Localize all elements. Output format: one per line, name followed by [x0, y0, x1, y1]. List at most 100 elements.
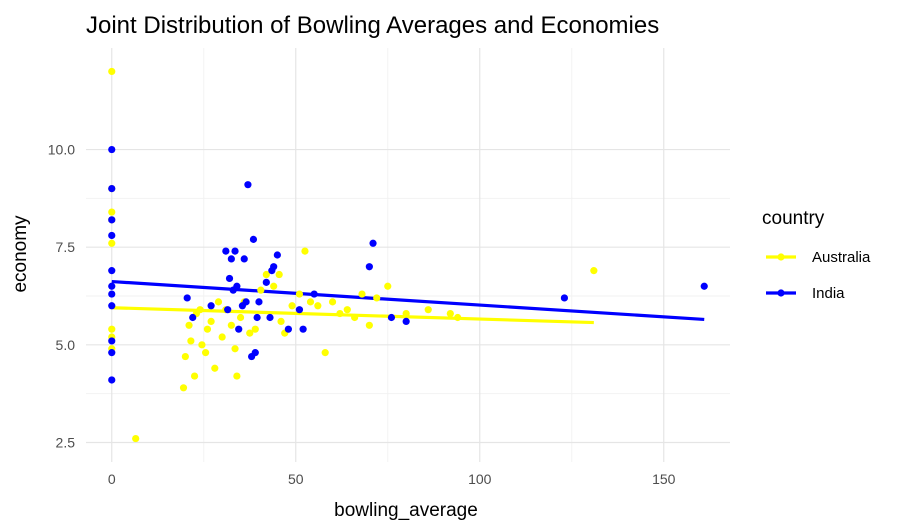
- point-india: [183, 294, 191, 302]
- point-india: [108, 267, 116, 275]
- gridlines: [86, 48, 730, 462]
- point-australia: [365, 321, 373, 329]
- point-australia: [343, 306, 351, 314]
- point-australia: [108, 208, 116, 216]
- point-india: [240, 255, 248, 263]
- point-india: [189, 313, 197, 322]
- point-india: [108, 145, 116, 154]
- point-india: [108, 349, 116, 357]
- point-india: [266, 313, 274, 322]
- point-australia: [306, 298, 315, 306]
- legend-key-point-australia: [777, 253, 785, 261]
- legend-key-point-india: [777, 289, 785, 297]
- point-australia: [218, 333, 226, 341]
- x-tick-label: 100: [468, 471, 492, 487]
- point-india: [227, 255, 235, 263]
- point-india: [222, 247, 230, 255]
- point-australia: [424, 306, 432, 314]
- point-india: [244, 181, 252, 189]
- point-india: [249, 235, 258, 243]
- point-australia: [231, 345, 239, 353]
- point-india: [108, 231, 116, 240]
- y-axis-ticks: 2.5 5.0 7.5 10.0: [48, 142, 75, 451]
- point-australia: [351, 313, 359, 322]
- legend-label-australia: Australia: [812, 249, 871, 266]
- y-tick-label: 10.0: [48, 142, 75, 158]
- point-india: [108, 290, 116, 298]
- point-australia: [446, 309, 454, 318]
- point-australia: [590, 267, 598, 275]
- point-australia: [328, 298, 337, 306]
- legend-title: country: [762, 208, 825, 229]
- point-australia: [301, 247, 309, 255]
- point-india: [402, 317, 410, 325]
- point-india: [242, 298, 250, 306]
- y-tick-label: 5.0: [56, 337, 76, 353]
- point-australia: [270, 282, 278, 290]
- point-australia: [402, 309, 410, 318]
- point-australia: [314, 302, 322, 310]
- point-australia: [187, 337, 195, 345]
- point-india: [251, 349, 259, 357]
- point-australia: [454, 313, 462, 322]
- point-australia: [321, 349, 329, 357]
- point-india: [108, 337, 116, 345]
- point-australia: [336, 309, 344, 318]
- point-india: [224, 306, 232, 314]
- point-australia: [358, 290, 366, 298]
- point-india: [299, 325, 307, 333]
- point-india: [108, 376, 116, 384]
- y-tick-label: 2.5: [56, 434, 76, 450]
- point-india: [310, 290, 318, 298]
- point-india: [387, 313, 396, 322]
- point-australia: [295, 290, 304, 298]
- point-india: [270, 263, 278, 271]
- point-india: [108, 302, 116, 310]
- point-australia: [108, 239, 116, 247]
- x-axis-title: bowling_average: [334, 500, 478, 521]
- point-australia: [196, 306, 204, 314]
- x-axis-ticks: 0 50 100 150: [108, 471, 676, 487]
- point-australia: [211, 364, 219, 372]
- point-india: [233, 282, 241, 290]
- point-australia: [257, 286, 265, 294]
- point-australia: [288, 302, 296, 310]
- data-points: [108, 67, 708, 443]
- point-india: [560, 294, 569, 302]
- point-india: [253, 313, 261, 322]
- x-tick-label: 150: [652, 471, 676, 487]
- point-india: [273, 251, 281, 259]
- point-australia: [185, 321, 193, 329]
- point-australia: [202, 349, 210, 357]
- point-india: [231, 247, 239, 255]
- point-india: [108, 185, 116, 193]
- point-australia: [277, 317, 285, 325]
- point-australia: [181, 352, 189, 361]
- point-australia: [198, 341, 206, 349]
- y-axis-title: economy: [10, 215, 31, 293]
- legend-label-india: India: [812, 285, 845, 302]
- point-australia: [384, 282, 392, 290]
- point-australia: [275, 270, 283, 279]
- point-australia: [108, 67, 116, 76]
- point-india: [108, 216, 116, 224]
- point-india: [255, 298, 263, 306]
- point-india: [700, 282, 708, 290]
- point-india: [295, 306, 304, 314]
- point-australia: [190, 372, 199, 380]
- point-australia: [132, 434, 140, 443]
- point-australia: [251, 325, 259, 333]
- point-australia: [227, 321, 235, 329]
- point-india: [284, 325, 292, 333]
- point-india: [207, 302, 215, 310]
- point-india: [235, 325, 243, 333]
- point-australia: [203, 325, 212, 333]
- point-australia: [108, 325, 116, 333]
- point-australia: [236, 313, 245, 322]
- x-tick-label: 50: [288, 471, 304, 487]
- point-australia: [179, 384, 188, 392]
- point-australia: [214, 298, 223, 306]
- y-tick-label: 7.5: [56, 239, 76, 255]
- legend: country Australia India: [762, 208, 871, 302]
